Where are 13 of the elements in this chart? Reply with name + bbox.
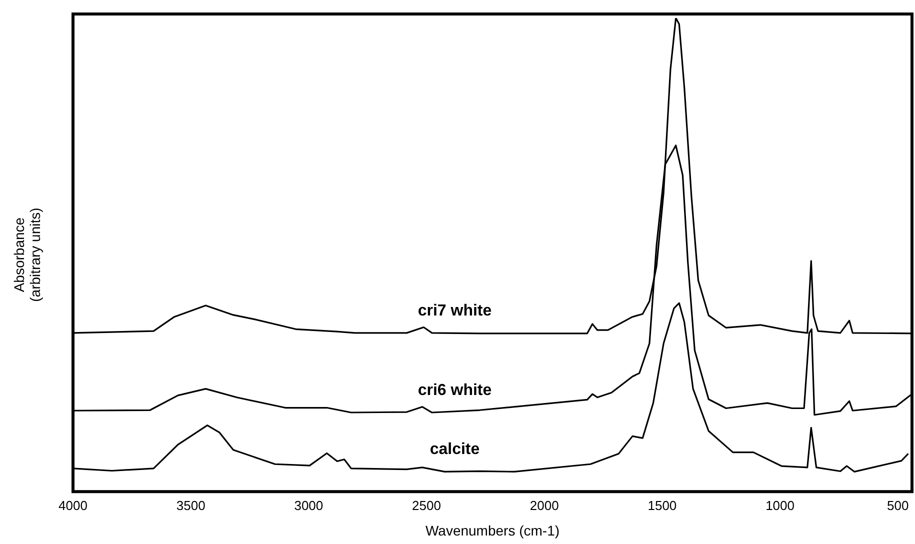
x-axis-title: Wavenumbers (cm-1) — [425, 522, 560, 538]
x-tick-label: 1500 — [648, 498, 677, 513]
y-axis-title: Absorbance (arbitrary units) — [10, 208, 43, 302]
x-tick-label: 2000 — [530, 498, 559, 513]
x-tick-label: 3000 — [294, 498, 324, 513]
x-tick-label: 4000 — [58, 498, 88, 513]
series-label: cri6 white — [418, 382, 492, 399]
x-tick-label: 1000 — [766, 498, 794, 513]
x-tick-label: 2500 — [412, 498, 441, 513]
x-tick-label: 500 — [887, 498, 909, 513]
series-label: cri7 white — [418, 302, 492, 320]
series-label: calcite — [430, 441, 480, 458]
x-tick-label: 3500 — [176, 498, 206, 513]
